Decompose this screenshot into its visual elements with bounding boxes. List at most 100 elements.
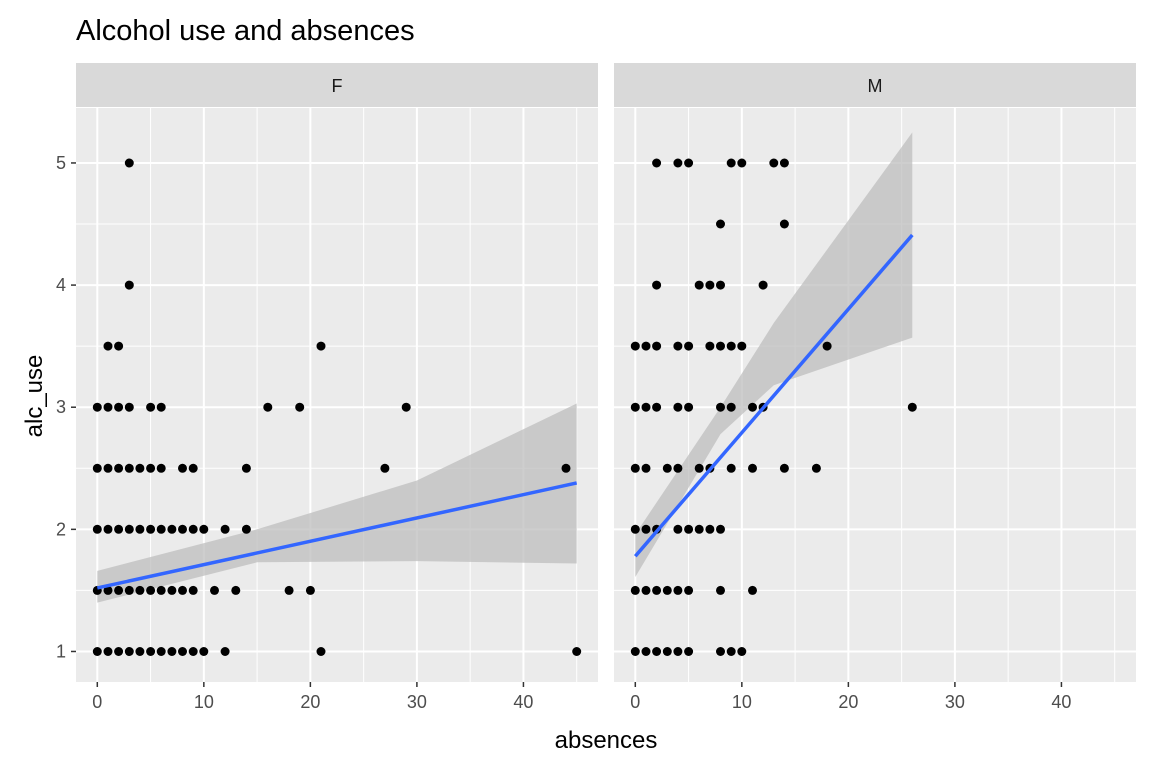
- facet-strip: [76, 63, 598, 107]
- y-tick-label: 4: [56, 275, 66, 295]
- y-tick-label: 5: [56, 153, 66, 173]
- data-point: [220, 647, 230, 656]
- data-point: [199, 647, 209, 656]
- data-point: [188, 585, 198, 595]
- data-point: [114, 402, 124, 412]
- x-tick-label: 0: [630, 692, 640, 712]
- data-point: [114, 463, 124, 473]
- y-axis-title: alc_use: [21, 355, 48, 438]
- data-point: [146, 463, 156, 473]
- x-tick-label: 20: [838, 692, 858, 712]
- data-point: [769, 158, 779, 168]
- data-point: [652, 647, 662, 656]
- data-point: [652, 585, 662, 595]
- data-point: [641, 341, 651, 351]
- data-point: [673, 158, 683, 168]
- x-tick-label: 20: [300, 692, 320, 712]
- chart-title: Alcohol use and absences: [76, 15, 415, 47]
- data-point: [630, 463, 640, 473]
- x-tick-label: 30: [407, 692, 427, 712]
- smooth-line: [96, 481, 578, 590]
- facet-panels: F 0 10 20 30 40 1 2 3 4 5 M 0 10 20 30 40: [56, 63, 1136, 712]
- data-point: [380, 463, 390, 473]
- data-point: [748, 585, 757, 595]
- data-point: [737, 341, 747, 351]
- data-point: [684, 402, 694, 412]
- data-point: [737, 647, 747, 656]
- data-point: [156, 402, 166, 412]
- data-point: [178, 524, 187, 534]
- data-point: [188, 524, 198, 534]
- data-point: [92, 402, 102, 412]
- data-point: [124, 158, 134, 168]
- data-point: [684, 585, 694, 595]
- data-point: [726, 647, 736, 656]
- data-point: [673, 524, 683, 534]
- data-point: [124, 647, 134, 656]
- data-point: [146, 524, 156, 534]
- data-point: [135, 647, 145, 656]
- data-point: [188, 463, 198, 473]
- data-point: [199, 524, 209, 534]
- data-point: [673, 647, 683, 656]
- data-point: [167, 647, 177, 656]
- data-point: [284, 585, 294, 595]
- data-point: [561, 463, 571, 473]
- confidence-ribbon: [635, 132, 913, 577]
- data-point: [220, 524, 230, 534]
- data-point: [316, 647, 326, 656]
- data-point: [156, 647, 166, 656]
- data-point: [748, 463, 757, 473]
- data-point: [103, 647, 113, 656]
- data-point: [716, 280, 725, 290]
- x-tick-label: 40: [1051, 692, 1071, 712]
- x-tick-label: 0: [92, 692, 102, 712]
- data-point: [716, 647, 725, 656]
- data-point: [694, 463, 704, 473]
- panel-background: [76, 108, 598, 682]
- data-point: [907, 402, 917, 412]
- data-point: [726, 158, 736, 168]
- data-point: [156, 463, 166, 473]
- data-point: [641, 647, 651, 656]
- data-point: [694, 524, 704, 534]
- data-point: [156, 585, 166, 595]
- data-point: [124, 524, 134, 534]
- data-point: [694, 280, 704, 290]
- data-point: [167, 585, 177, 595]
- data-point: [114, 647, 124, 656]
- x-tick-label: 10: [732, 692, 752, 712]
- data-point: [662, 647, 672, 656]
- data-point: [716, 402, 725, 412]
- data-point: [241, 524, 251, 534]
- data-point: [135, 585, 145, 595]
- data-point: [135, 463, 145, 473]
- data-point: [231, 585, 241, 595]
- data-point: [662, 463, 672, 473]
- data-point: [630, 647, 640, 656]
- data-point: [673, 463, 683, 473]
- data-point: [135, 524, 145, 534]
- data-point: [716, 219, 725, 229]
- facet-strip-label: F: [332, 76, 343, 96]
- x-axis-title: absences: [555, 727, 658, 754]
- data-point: [316, 341, 326, 351]
- data-point: [630, 524, 640, 534]
- data-point: [114, 585, 124, 595]
- facet-panel-F: F 0 10 20 30 40 1 2 3 4 5: [56, 63, 598, 712]
- data-point: [652, 280, 662, 290]
- data-point: [146, 647, 156, 656]
- data-point: [630, 585, 640, 595]
- data-point: [124, 585, 134, 595]
- data-point: [684, 647, 694, 656]
- data-point: [263, 402, 273, 412]
- data-point: [641, 402, 651, 412]
- data-point: [673, 341, 683, 351]
- smooth-line: [633, 233, 914, 558]
- data-point: [641, 585, 651, 595]
- data-point: [662, 585, 672, 595]
- facet-strip-label: M: [868, 76, 883, 96]
- x-tick-label: 40: [513, 692, 533, 712]
- data-point: [188, 647, 198, 656]
